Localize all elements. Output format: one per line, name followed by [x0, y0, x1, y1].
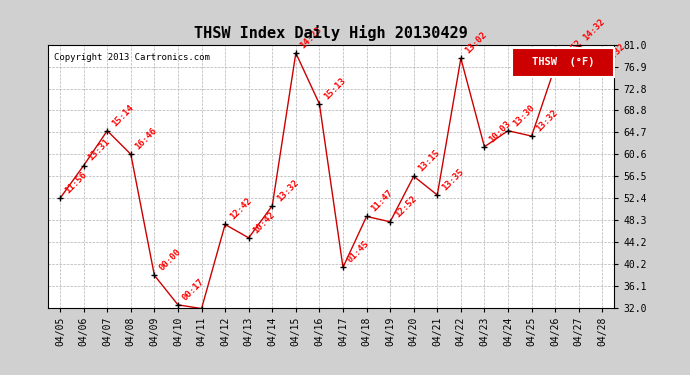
- Text: 01:45: 01:45: [346, 239, 371, 264]
- Title: THSW Index Daily High 20130429: THSW Index Daily High 20130429: [195, 25, 468, 41]
- Text: 12:52: 12:52: [393, 194, 418, 219]
- Text: 10:42: 10:42: [251, 210, 277, 235]
- Text: 13:31: 13:31: [86, 137, 112, 163]
- Text: 13:32: 13:32: [534, 108, 560, 133]
- Text: 10:03: 10:03: [487, 118, 513, 144]
- Text: 11:47: 11:47: [369, 188, 395, 214]
- Text: 13:32: 13:32: [275, 178, 300, 203]
- Text: 14:23: 14:23: [299, 25, 324, 50]
- Text: 15:14: 15:14: [110, 103, 135, 128]
- Text: 15:13: 15:13: [322, 76, 348, 101]
- Text: 00:17: 00:17: [181, 277, 206, 302]
- Text: 14:52: 14:52: [558, 38, 583, 64]
- Text: 13:15: 13:15: [417, 148, 442, 174]
- Text: 13:30: 13:30: [511, 103, 536, 128]
- Text: 00:00: 00:00: [157, 247, 183, 273]
- Text: Copyright 2013 Cartronics.com: Copyright 2013 Cartronics.com: [54, 53, 210, 62]
- Text: 14:32: 14:32: [582, 17, 607, 42]
- Text: 12:42: 12:42: [228, 196, 253, 222]
- Text: 13:02: 13:02: [464, 30, 489, 56]
- Text: 13:35: 13:35: [440, 167, 466, 192]
- Text: 16:46: 16:46: [134, 126, 159, 152]
- Text: 11:56: 11:56: [63, 170, 88, 195]
- Text: 21:33: 21:33: [0, 374, 1, 375]
- Text: 4:32: 4:32: [605, 42, 627, 64]
